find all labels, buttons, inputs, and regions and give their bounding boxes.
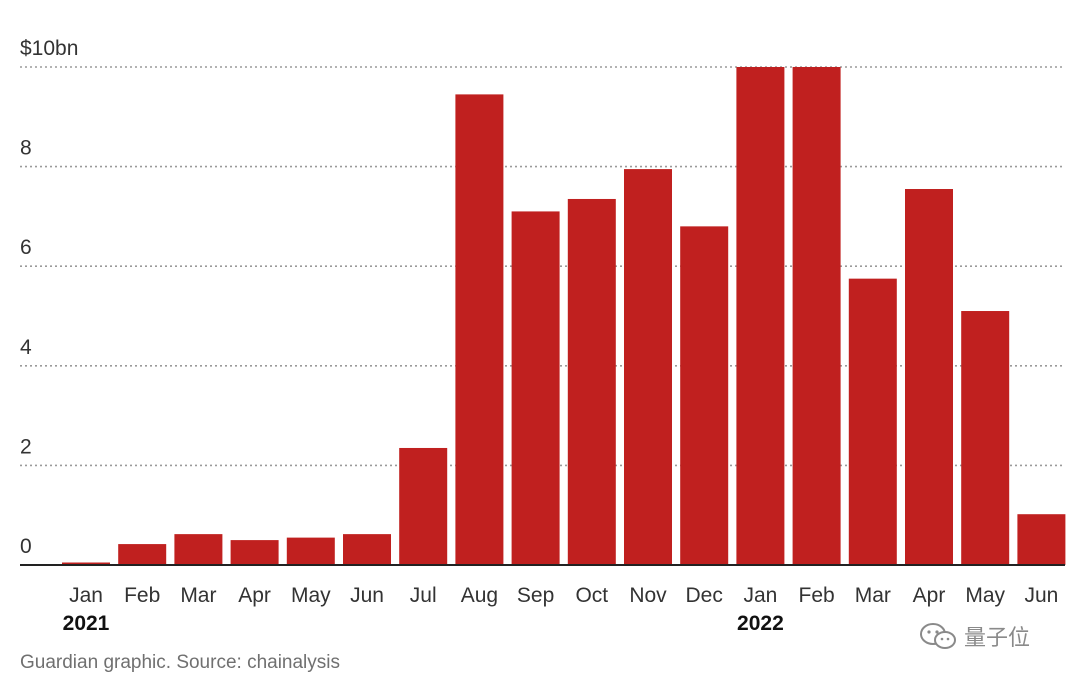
- bar: [174, 534, 223, 565]
- bar: [399, 447, 448, 565]
- x-tick-label: Jan: [69, 584, 103, 607]
- watermark: 量子位: [918, 620, 1030, 652]
- bar: [736, 67, 785, 565]
- x-tick-label: Oct: [575, 584, 608, 607]
- y-tick-label: 4: [20, 336, 32, 359]
- y-tick-label: 6: [20, 236, 32, 259]
- bar: [905, 189, 953, 565]
- year-label: 2021: [63, 612, 110, 635]
- bar: [848, 278, 897, 565]
- bar: [961, 311, 1010, 565]
- bar: [511, 211, 560, 566]
- bar: [230, 540, 279, 565]
- year-labels: 2021 2022: [63, 612, 784, 635]
- bar: [624, 169, 672, 565]
- x-tick-label: Jun: [350, 584, 384, 607]
- watermark-text: 量子位: [964, 626, 1031, 651]
- x-tick-label: Dec: [686, 584, 723, 607]
- x-tick-label: Feb: [799, 584, 835, 607]
- bar: [455, 94, 504, 565]
- bar: [680, 226, 729, 566]
- x-tick-label: May: [291, 584, 331, 607]
- x-tick-label: Mar: [855, 584, 891, 607]
- bar: [286, 537, 335, 565]
- x-tick-label: Feb: [124, 584, 160, 607]
- bar: [343, 534, 391, 565]
- bar: [792, 67, 841, 565]
- x-tick-label: Nov: [629, 584, 667, 607]
- x-tick-label: Apr: [238, 584, 271, 607]
- source-note: Guardian graphic. Source: chainalysis: [20, 652, 341, 673]
- wechat-logo-icon: [920, 623, 956, 649]
- x-tick-labels: Jan Feb Mar Apr May Jun Jul Aug Sep Oct Nov Dec Jan F…: [69, 584, 1058, 607]
- x-tick-label: May: [965, 584, 1005, 607]
- bar: [1017, 514, 1066, 565]
- y-tick-label: $10bn: [20, 37, 78, 60]
- bar: [62, 562, 110, 565]
- bar: [567, 198, 616, 565]
- x-tick-label: Mar: [180, 584, 216, 607]
- y-tick-labels: 0 2 4 6 8 $10bn: [20, 37, 78, 558]
- x-tick-label: Jun: [1024, 584, 1058, 607]
- x-tick-label: Aug: [461, 584, 498, 607]
- y-tick-label: 0: [20, 535, 32, 558]
- x-tick-label: Jan: [743, 584, 777, 607]
- year-label: 2022: [737, 612, 784, 635]
- y-tick-label: 2: [20, 435, 32, 458]
- bars: [20, 67, 1066, 566]
- x-tick-label: Sep: [517, 584, 554, 607]
- y-tick-label: 8: [20, 137, 32, 160]
- x-tick-label: Apr: [913, 584, 946, 607]
- bar: [118, 544, 167, 565]
- x-tick-label: Jul: [410, 584, 437, 607]
